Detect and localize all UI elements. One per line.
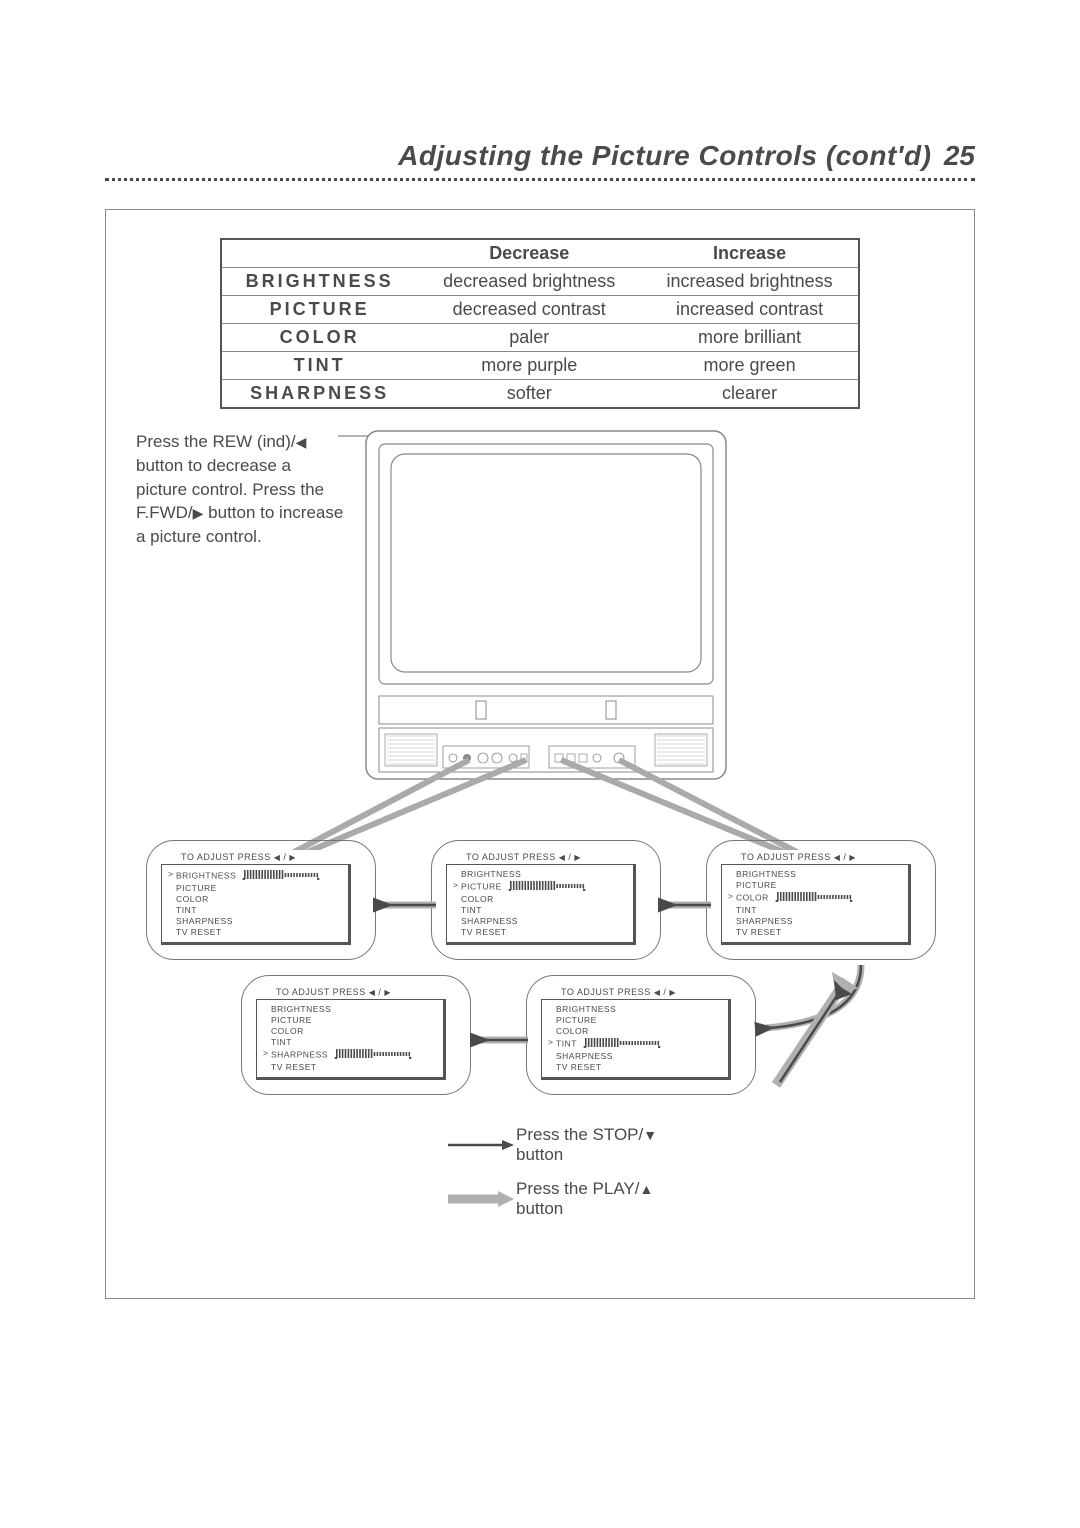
table-row: BRIGHTNESS decreased brightness increase… [221,268,859,296]
legend: Press the STOP/▼ button Press the PLAY/▲… [446,1125,826,1233]
cell: increased brightness [641,268,859,296]
legend-arrow-light-icon [446,1190,516,1208]
legend-text: button [516,1145,563,1164]
content-box: Decrease Increase BRIGHTNESS decreased b… [105,209,975,1299]
up-triangle-icon: ▲ [639,1181,653,1197]
row-name: PICTURE [221,296,417,324]
cell: decreased brightness [417,268,641,296]
left-triangle-icon: ◀ [296,434,307,450]
tv-svg [361,426,731,786]
table-row: COLOR paler more brilliant [221,324,859,352]
cell: clearer [641,380,859,409]
tv-illustration [361,426,731,786]
row-name: COLOR [221,324,417,352]
table-row: PICTURE decreased contrast increased con… [221,296,859,324]
table-header-row: Decrease Increase [221,239,859,268]
cell: paler [417,324,641,352]
legend-row-stop: Press the STOP/▼ button [446,1125,826,1165]
dotted-rule [105,178,975,181]
legend-arrow-dark-icon [446,1138,516,1152]
row-name: SHARPNESS [221,380,417,409]
cell: increased contrast [641,296,859,324]
cell: more purple [417,352,641,380]
col-increase: Increase [641,239,859,268]
instruction-text: Press the REW (ind)/◀ button to decrease… [136,430,346,549]
down-triangle-icon: ▼ [643,1127,657,1143]
manual-page: Adjusting the Picture Controls (cont'd) … [105,140,975,1299]
header: Adjusting the Picture Controls (cont'd) … [105,140,975,172]
cell: decreased contrast [417,296,641,324]
col-blank [221,239,417,268]
right-triangle-icon: ▶ [193,505,204,521]
legend-text: button [516,1199,563,1218]
cell: more green [641,352,859,380]
instr-line: Press the REW (ind)/ [136,432,296,451]
cell: softer [417,380,641,409]
legend-text: Press the STOP/ [516,1125,643,1144]
table-row: SHARPNESS softer clearer [221,380,859,409]
col-decrease: Decrease [417,239,641,268]
controls-table: Decrease Increase BRIGHTNESS decreased b… [220,238,860,409]
table-row: TINT more purple more green [221,352,859,380]
page-number: 25 [944,140,975,171]
cell: more brilliant [641,324,859,352]
page-title: Adjusting the Picture Controls (cont'd) [398,140,931,171]
legend-text: Press the PLAY/ [516,1179,639,1198]
legend-row-play: Press the PLAY/▲ button [446,1179,826,1219]
row-name: TINT [221,352,417,380]
row-name: BRIGHTNESS [221,268,417,296]
